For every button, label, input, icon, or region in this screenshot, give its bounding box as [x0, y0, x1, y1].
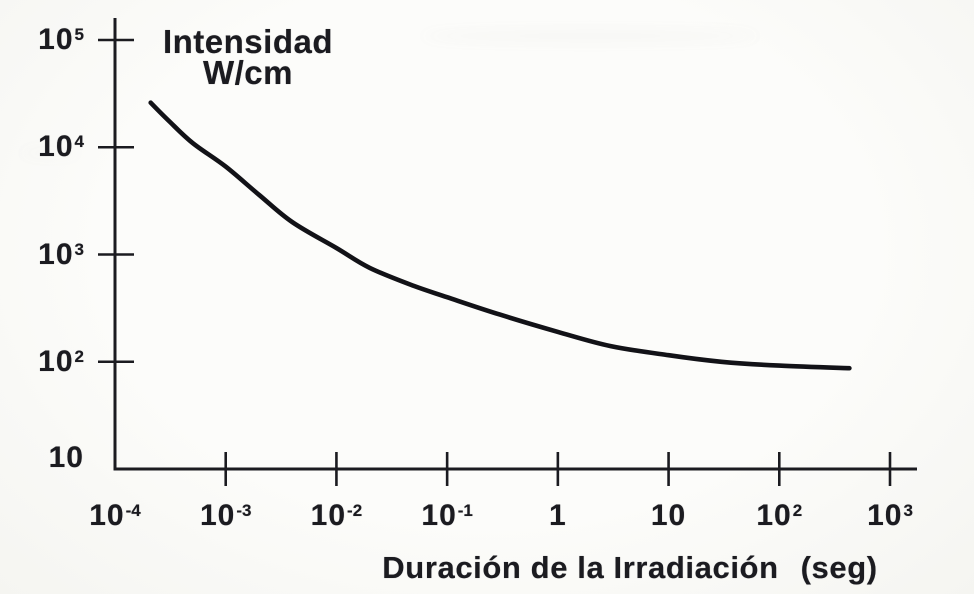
- tick-label-base: 10: [38, 237, 74, 271]
- x-tick-label: 10-1: [399, 499, 495, 533]
- x-tick-label: 10-3: [178, 499, 274, 533]
- tick-label-base: 1: [549, 499, 567, 532]
- tick-label-exponent: -4: [125, 501, 141, 521]
- tick-label-base: 10: [48, 441, 84, 474]
- tick-label-base: 10: [310, 499, 347, 532]
- tick-label-exponent: 2: [74, 346, 84, 366]
- tick-label-base: 10: [38, 344, 74, 378]
- y-tick-label: 102: [0, 345, 84, 379]
- x-tick-label: 103: [842, 499, 938, 533]
- chart-title: Intensidad W/cm: [152, 23, 344, 91]
- x-axis-units: (seg): [800, 550, 878, 585]
- y-tick-label: 104: [0, 130, 84, 164]
- chart-units-label: W/cm: [202, 54, 293, 91]
- y-tick-label: 105: [0, 23, 84, 57]
- tick-label-exponent: 2: [792, 501, 803, 521]
- tick-label-exponent: -1: [457, 501, 473, 521]
- x-axis-title-text: Duración de la Irradiación: [382, 550, 779, 585]
- intensity-curve: [148, 100, 852, 371]
- tick-label-exponent: 3: [903, 501, 913, 521]
- x-tick-label: 102: [731, 499, 827, 533]
- tick-label-base: 10: [89, 499, 125, 532]
- x-axis-title: Duración de la Irradiación (seg): [340, 550, 920, 586]
- tick-label-base: 10: [421, 499, 457, 532]
- tick-label-base: 10: [38, 23, 74, 56]
- tick-label-exponent: -2: [347, 501, 363, 521]
- x-tick-label: 10-4: [67, 499, 163, 533]
- x-tick-label: 10: [621, 499, 717, 533]
- tick-label-exponent: -3: [236, 501, 252, 521]
- y-tick-label: 10: [0, 441, 84, 475]
- tick-label-base: 10: [199, 499, 236, 532]
- x-tick-label: 1: [510, 499, 606, 533]
- tick-label-base: 10: [650, 499, 687, 532]
- tick-label-base: 10: [756, 499, 792, 532]
- tick-label-exponent: 4: [74, 132, 84, 152]
- tick-label-exponent: 3: [74, 239, 84, 259]
- x-tick-label: 10-2: [288, 499, 384, 533]
- y-tick-label: 103: [0, 238, 84, 272]
- tick-label-base: 10: [867, 499, 903, 532]
- tick-label-base: 10: [38, 130, 74, 164]
- tick-label-exponent: 5: [74, 25, 84, 45]
- chart-title-line1: Intensidad: [162, 23, 334, 60]
